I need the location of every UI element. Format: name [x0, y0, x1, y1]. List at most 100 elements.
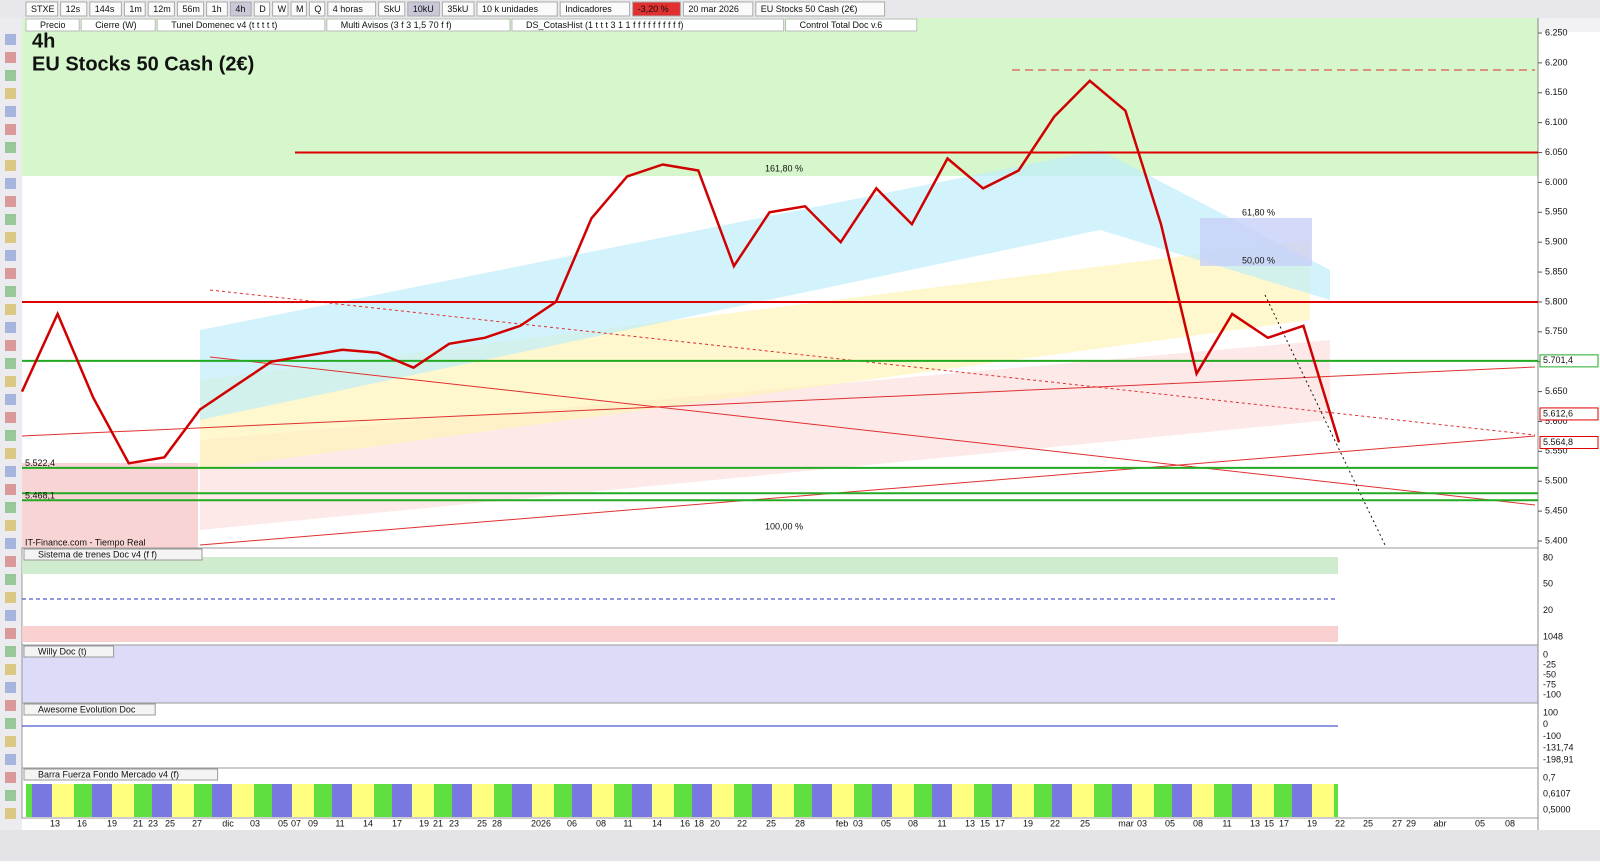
- indicator-tab[interactable]: [785, 18, 918, 32]
- toolbar-button[interactable]: [327, 1, 377, 17]
- tool-icon[interactable]: [5, 376, 16, 387]
- x-tick-label: mar: [1118, 818, 1134, 828]
- tool-icon[interactable]: [5, 34, 16, 45]
- x-tick-label: 13: [50, 818, 60, 828]
- tool-icon[interactable]: [5, 574, 16, 585]
- tool-icon[interactable]: [5, 358, 16, 369]
- panel-axis-label: 0: [1543, 719, 1548, 729]
- toolbar-label: STXE: [31, 4, 55, 14]
- toolbar-button[interactable]: [308, 1, 326, 17]
- tool-icon[interactable]: [5, 682, 16, 693]
- toolbar-label: 4 horas: [333, 4, 364, 14]
- tool-icon[interactable]: [5, 412, 16, 423]
- panel-axis-label: 0,5000: [1543, 804, 1571, 814]
- trend-line: [21, 366, 1536, 437]
- tool-icon[interactable]: [5, 718, 16, 729]
- toolbar-button[interactable]: [206, 1, 228, 17]
- toolbar-button[interactable]: [290, 1, 307, 17]
- x-tick-label: 14: [363, 818, 373, 828]
- tool-icon[interactable]: [5, 520, 16, 531]
- tool-icon[interactable]: [5, 52, 16, 63]
- x-tick-label: 16: [680, 818, 690, 828]
- panel-title: Awesome Evolution Doc: [38, 704, 136, 714]
- tool-icon[interactable]: [5, 556, 16, 567]
- tool-icon[interactable]: [5, 538, 16, 549]
- toolbar-button[interactable]: [755, 1, 886, 17]
- toolbar-button[interactable]: [89, 1, 122, 17]
- toolbar-button[interactable]: [229, 1, 252, 17]
- toolbar-button[interactable]: [476, 1, 558, 17]
- tool-icon[interactable]: [5, 340, 16, 351]
- toolbar-label: Indicadores: [565, 4, 612, 14]
- tool-icon[interactable]: [5, 160, 16, 171]
- tool-icon[interactable]: [5, 610, 16, 621]
- tool-icon[interactable]: [5, 772, 16, 783]
- tool-icon[interactable]: [5, 664, 16, 675]
- tool-icon[interactable]: [5, 106, 16, 117]
- tool-icon[interactable]: [5, 754, 16, 765]
- panel-axis-label: -100: [1543, 731, 1561, 741]
- tool-icon[interactable]: [5, 214, 16, 225]
- panel-axis-label: 50: [1543, 579, 1553, 589]
- tool-icon[interactable]: [5, 502, 16, 513]
- x-tick-label: 11: [1222, 818, 1231, 828]
- y-tick-label: 6.100: [1545, 117, 1568, 127]
- toolbar-label: 1m: [129, 4, 142, 14]
- tool-icon[interactable]: [5, 808, 16, 819]
- toolbar-button[interactable]: [441, 1, 475, 17]
- toolbar-button[interactable]: [407, 1, 440, 17]
- toolbar-button[interactable]: [559, 1, 631, 17]
- panel-axis-label: 0,7: [1543, 772, 1556, 782]
- x-tick-label: 03: [853, 818, 863, 828]
- y-tick-label: 5.600: [1545, 416, 1568, 426]
- tool-icon[interactable]: [5, 700, 16, 711]
- tool-icon[interactable]: [5, 484, 16, 495]
- tool-icon[interactable]: [5, 232, 16, 243]
- toolbar-label: 56m: [182, 4, 200, 14]
- indicator-tab[interactable]: [326, 18, 511, 32]
- price-tag: [1539, 354, 1599, 368]
- tool-icon[interactable]: [5, 790, 16, 801]
- x-tick-label: 22: [737, 818, 747, 828]
- toolbar-button[interactable]: [632, 1, 681, 17]
- tool-icon[interactable]: [5, 628, 16, 639]
- tool-icon[interactable]: [5, 394, 16, 405]
- tool-icon[interactable]: [5, 304, 16, 315]
- toolbar-button[interactable]: [25, 1, 59, 17]
- indicator-tab[interactable]: [25, 18, 80, 32]
- y-tick-label: 5.800: [1545, 296, 1568, 306]
- toolbar-button[interactable]: [253, 1, 271, 17]
- x-tick-label: 25: [1363, 818, 1373, 828]
- toolbar-button[interactable]: [60, 1, 88, 17]
- toolbar-label: 4h: [235, 4, 245, 14]
- tool-icon[interactable]: [5, 592, 16, 603]
- toolbar-button[interactable]: [176, 1, 205, 17]
- tool-icon[interactable]: [5, 196, 16, 207]
- tool-icon[interactable]: [5, 142, 16, 153]
- tool-icon[interactable]: [5, 88, 16, 99]
- tool-icon[interactable]: [5, 736, 16, 747]
- y-tick-label: 5.550: [1545, 446, 1568, 456]
- x-tick-label: 14: [652, 818, 662, 828]
- tool-icon[interactable]: [5, 646, 16, 657]
- indicator-tab[interactable]: [156, 18, 326, 32]
- panel-header: [23, 768, 219, 781]
- toolbar-button[interactable]: [147, 1, 175, 17]
- tool-icon[interactable]: [5, 322, 16, 333]
- tool-icon[interactable]: [5, 430, 16, 441]
- tool-icon[interactable]: [5, 448, 16, 459]
- tool-icon[interactable]: [5, 124, 16, 135]
- tool-icon[interactable]: [5, 70, 16, 81]
- indicator-tab[interactable]: [80, 18, 156, 32]
- toolbar-button[interactable]: [123, 1, 146, 17]
- tool-icon[interactable]: [5, 466, 16, 477]
- tool-icon[interactable]: [5, 268, 16, 279]
- toolbar-button[interactable]: [272, 1, 289, 17]
- tool-icon[interactable]: [5, 286, 16, 297]
- tool-icon[interactable]: [5, 250, 16, 261]
- toolbar-button[interactable]: [682, 1, 754, 17]
- tool-icon[interactable]: [5, 178, 16, 189]
- indicator-tab[interactable]: [511, 18, 785, 32]
- toolbar-button[interactable]: [378, 1, 406, 17]
